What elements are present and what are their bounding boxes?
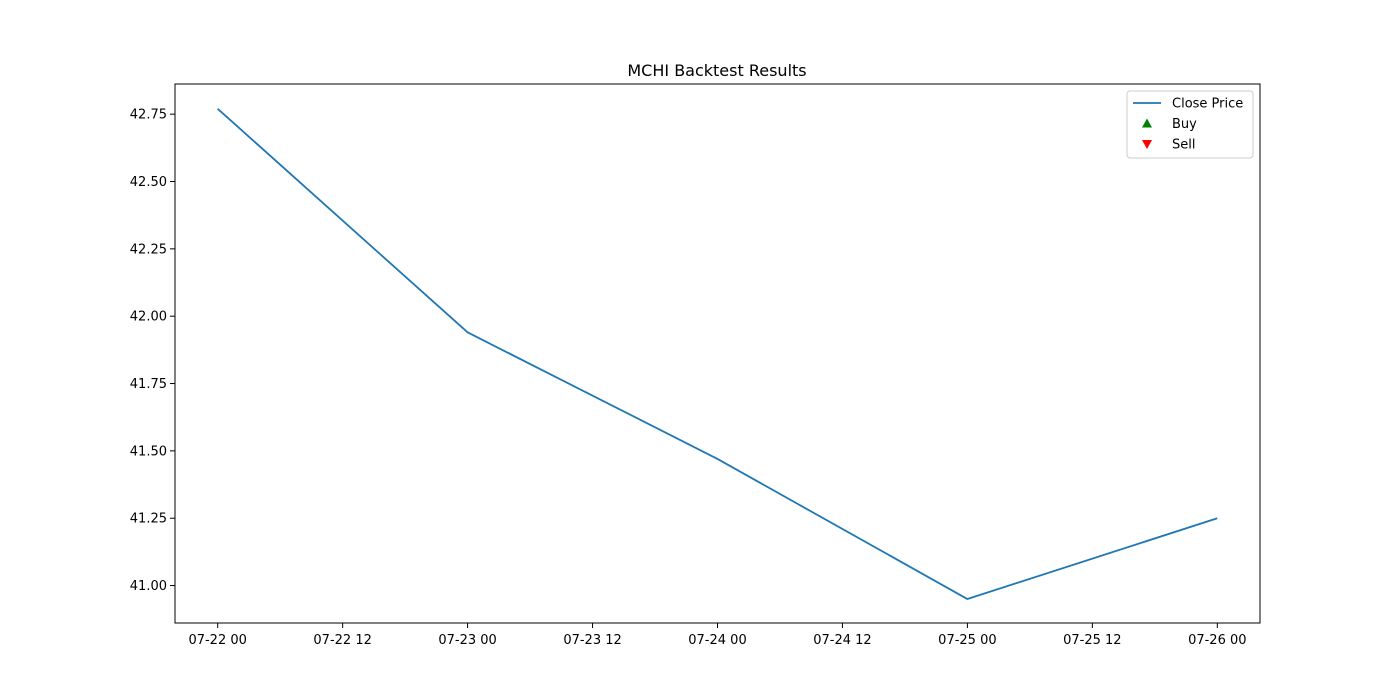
- buy-marker-icon: [1142, 118, 1152, 128]
- y-tick-label: 41.25: [130, 512, 167, 527]
- legend-label: Close Price: [1172, 97, 1243, 112]
- x-tick-label: 07-23 00: [438, 633, 496, 648]
- legend-label: Sell: [1172, 138, 1195, 153]
- sell-marker-icon: [1142, 140, 1152, 149]
- x-tick-label: 07-22 12: [313, 633, 371, 648]
- x-tick-label: 07-22 00: [188, 633, 246, 648]
- x-tick-label: 07-24 12: [813, 633, 871, 648]
- x-tick-label: 07-26 00: [1188, 633, 1246, 648]
- y-tick-label: 42.75: [130, 108, 167, 123]
- chart-title: MCHI Backtest Results: [627, 61, 806, 80]
- plot-area-frame: [174, 83, 1261, 624]
- y-axis: 41.00 41.25 41.50 41.75 42.00 42.25 42.50 42.75: [130, 108, 175, 594]
- legend: Close Price Buy Sell: [1126, 90, 1254, 159]
- x-tick-label: 07-25 12: [1063, 633, 1121, 648]
- series-layer: [217, 108, 1218, 600]
- x-axis: 07-22 00 07-22 12 07-23 00 07-23 12 07-24 00…: [188, 623, 1247, 648]
- series-line-close-price: [217, 108, 1218, 600]
- y-tick-label: 42.25: [130, 242, 167, 257]
- x-tick-label: 07-24 00: [688, 633, 746, 648]
- legend-box: [1126, 90, 1254, 159]
- x-tick-label: 07-25 00: [938, 633, 996, 648]
- legend-label: Buy: [1172, 117, 1197, 132]
- y-tick-label: 41.00: [130, 579, 167, 594]
- y-tick-label: 42.50: [130, 175, 167, 190]
- y-tick-label: 42.00: [130, 310, 167, 325]
- y-tick-label: 41.75: [130, 377, 167, 392]
- x-tick-label: 07-23 12: [563, 633, 621, 648]
- y-tick-label: 41.50: [130, 444, 167, 459]
